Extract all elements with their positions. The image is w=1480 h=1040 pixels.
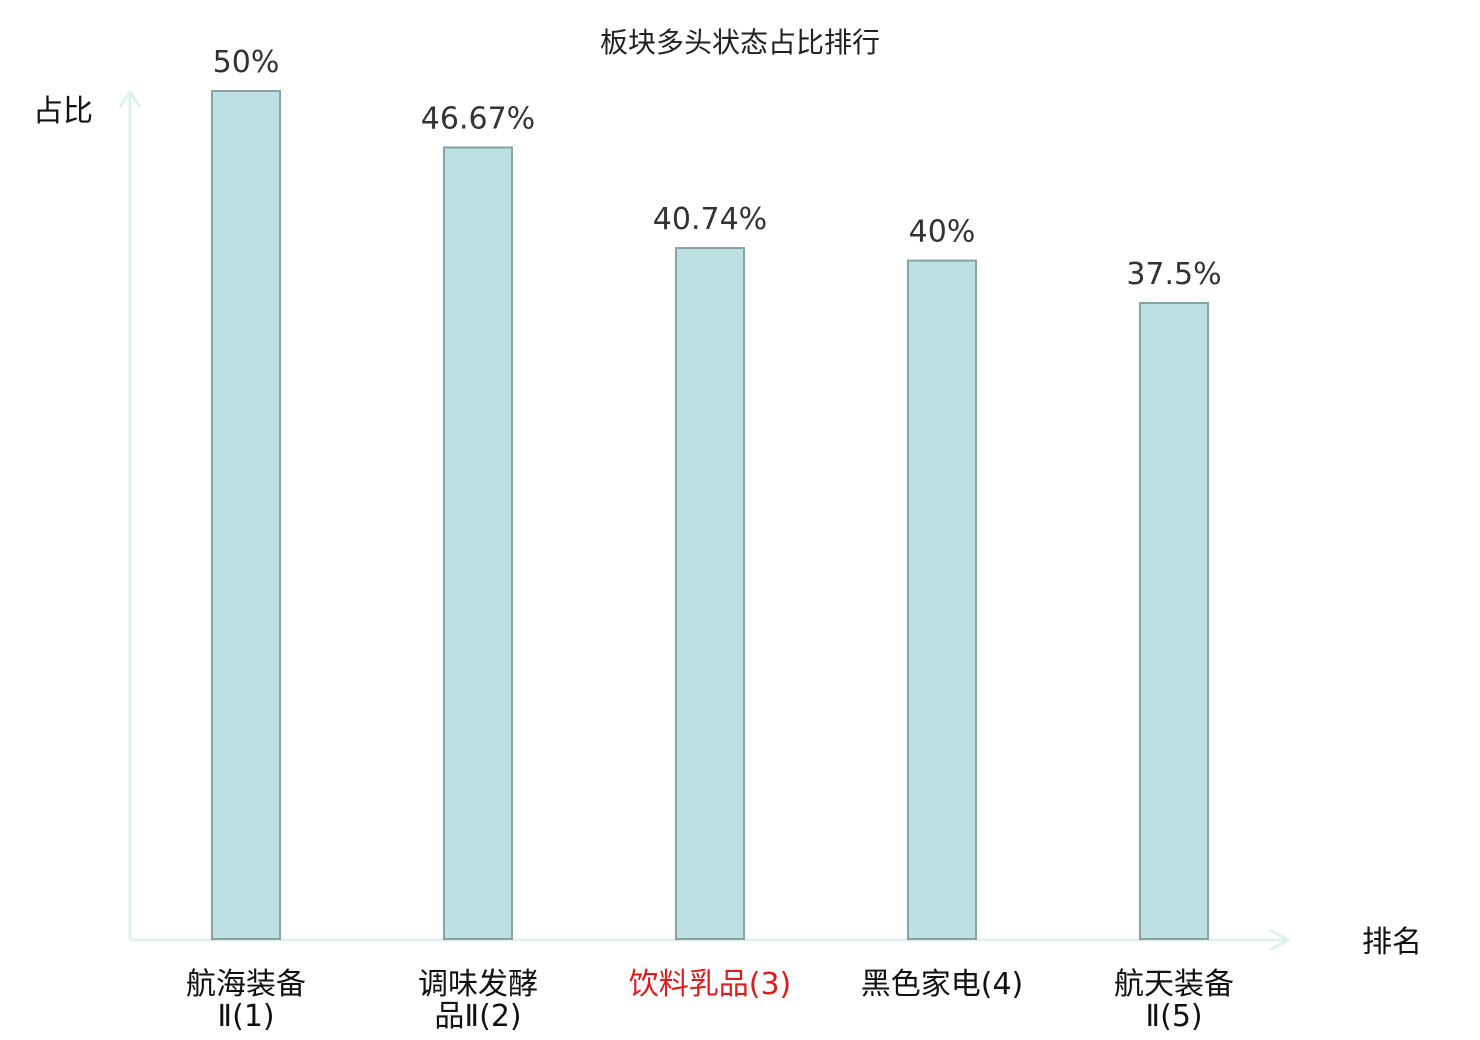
category-label-1-line-1: 航海装备 xyxy=(186,967,306,1002)
bar-1 xyxy=(211,90,281,940)
category-label-5-line-1: 航天装备 xyxy=(1114,967,1234,1002)
value-labels-group: 50% 46.67% 40.74% 40% 37.5% xyxy=(213,45,1222,292)
axes xyxy=(118,89,1292,952)
category-label-3-line-1: 饮料乳品(3) xyxy=(629,967,792,1002)
category-label-2-line-1: 调味发酵 xyxy=(418,967,538,1002)
category-label-1-line-2: Ⅱ(1) xyxy=(217,999,274,1034)
bar-4 xyxy=(907,259,977,941)
bar-5 xyxy=(1139,302,1209,940)
y-axis-label: 占比 xyxy=(33,94,93,129)
category-label-5-line-2: Ⅱ(5) xyxy=(1145,999,1202,1034)
bar-2 xyxy=(443,146,513,940)
value-label-5: 37.5% xyxy=(1126,257,1221,292)
chart-title: 板块多头状态占比排行 xyxy=(600,26,880,59)
y-axis-arrow xyxy=(118,89,142,108)
value-label-4: 40% xyxy=(909,215,976,250)
bar-3 xyxy=(675,247,745,940)
x-axis-label: 排名 xyxy=(1362,925,1422,960)
category-label-4-line-1: 黑色家电(4) xyxy=(861,967,1024,1002)
value-label-1: 50% xyxy=(213,45,280,80)
value-label-2: 46.67% xyxy=(421,101,535,136)
x-axis-arrow xyxy=(1269,928,1292,952)
value-label-3: 40.74% xyxy=(653,202,767,237)
bars-group xyxy=(211,90,1209,941)
category-label-2-line-2: 品Ⅱ(2) xyxy=(434,999,521,1034)
